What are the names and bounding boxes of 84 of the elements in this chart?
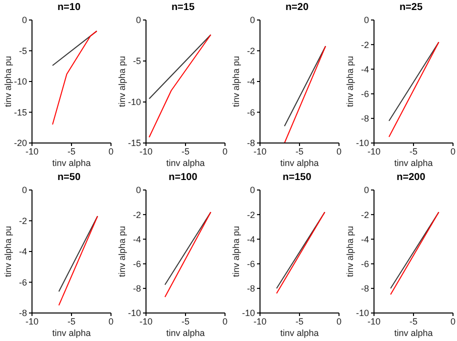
chart-title: n=10 <box>56 1 82 15</box>
x-tick-label: -5 <box>295 316 304 326</box>
x-axis-title: tinv alpha <box>394 158 433 168</box>
x-axis-title: tinv alpha <box>394 328 433 338</box>
y-axis-title: tinv alpha pu <box>3 226 13 278</box>
x-axis-title: tinv alpha <box>52 328 91 338</box>
y-tick-label: -8 <box>246 284 255 294</box>
chart-title: n=15 <box>170 1 196 15</box>
y-tick-label: -6 <box>360 258 369 269</box>
y-tick-label: -4 <box>360 64 369 74</box>
y-tick-label: -2 <box>246 46 255 56</box>
x-tick-label: -5 <box>181 316 190 326</box>
y-tick-label: 0 <box>22 15 27 26</box>
y-tick-label: -6 <box>132 258 141 269</box>
y-tick-label: -5 <box>18 46 27 56</box>
y-tick-label: -10 <box>356 138 369 148</box>
y-tick-label: -10 <box>128 308 141 318</box>
y-tick-label: -8 <box>360 284 369 294</box>
y-tick-label: -6 <box>360 88 369 99</box>
chart-title: n=20 <box>284 1 310 15</box>
y-tick-label: 0 <box>250 15 255 26</box>
x-tick-label: 0 <box>450 316 456 326</box>
y-tick-label: -8 <box>132 284 141 294</box>
y-axis-title: tinv alpha pu <box>345 56 355 108</box>
chart-title: n=50 <box>56 171 82 185</box>
y-tick-label: -2 <box>360 40 369 50</box>
y-tick-label: 0 <box>250 185 255 196</box>
y-tick-label: 0 <box>22 185 27 196</box>
y-tick-label: -4 <box>246 76 255 87</box>
y-tick-label: -2 <box>360 210 369 220</box>
x-tick-label: 0 <box>222 146 228 156</box>
line-series <box>52 30 98 126</box>
y-axis-title: tinv alpha pu <box>231 226 241 278</box>
chart-title: n=25 <box>398 1 424 15</box>
x-tick-label: 0 <box>336 316 342 326</box>
x-axis-title: tinv alpha <box>166 328 205 338</box>
y-tick-label: -8 <box>360 114 369 124</box>
y-tick-label: -2 <box>18 216 27 226</box>
y-axis-title: tinv alpha pu <box>117 226 127 278</box>
y-tick-label: -6 <box>246 258 255 269</box>
x-axis-title: tinv alpha <box>166 158 205 168</box>
x-tick-label: 0 <box>108 316 114 326</box>
y-tick-label: -10 <box>356 308 369 318</box>
x-tick-label: 0 <box>108 146 114 156</box>
x-axis-title: tinv alpha <box>280 158 319 168</box>
x-tick-label: -5 <box>67 316 76 326</box>
y-tick-label: -10 <box>242 308 255 318</box>
y-tick-label: -6 <box>246 107 255 118</box>
y-tick-label: -5 <box>132 56 141 66</box>
y-tick-label: 0 <box>364 15 369 26</box>
y-axis-title: tinv alpha pu <box>3 56 13 108</box>
x-axis-title: tinv alpha <box>52 158 91 168</box>
x-tick-label: 0 <box>336 146 342 156</box>
y-axis-title: tinv alpha pu <box>231 56 241 108</box>
y-tick-label: -15 <box>14 107 27 118</box>
x-tick-label: -5 <box>409 316 418 326</box>
x-axis-title: tinv alpha <box>280 328 319 338</box>
x-tick-label: -5 <box>409 146 418 156</box>
y-tick-label: -8 <box>18 308 27 318</box>
y-tick-label: -20 <box>14 138 27 148</box>
y-tick-label: -2 <box>246 210 255 220</box>
y-axis-title: tinv alpha pu <box>117 56 127 108</box>
chart-title: n=200 <box>396 171 426 185</box>
x-tick-label: 0 <box>450 146 456 156</box>
y-tick-label: -10 <box>14 76 27 87</box>
x-tick-label: 0 <box>222 316 228 326</box>
y-tick-label: -2 <box>132 210 141 220</box>
y-tick-label: -4 <box>18 246 27 257</box>
y-axis-title: tinv alpha pu <box>345 226 355 278</box>
y-tick-label: 0 <box>364 185 369 196</box>
chart-title: n=150 <box>282 171 312 185</box>
chart-title: n=100 <box>168 171 198 185</box>
y-tick-label: 0 <box>136 15 141 26</box>
y-tick-label: -4 <box>246 234 255 244</box>
x-tick-label: -5 <box>67 146 76 156</box>
y-tick-label: -4 <box>360 234 369 244</box>
x-tick-label: -5 <box>295 146 304 156</box>
y-tick-label: -15 <box>128 138 141 148</box>
y-tick-label: -6 <box>18 277 27 288</box>
y-tick-label: -10 <box>128 97 141 108</box>
y-tick-label: -8 <box>246 138 255 148</box>
y-tick-label: 0 <box>136 185 141 196</box>
x-tick-label: -5 <box>181 146 190 156</box>
y-tick-label: -4 <box>132 234 141 244</box>
